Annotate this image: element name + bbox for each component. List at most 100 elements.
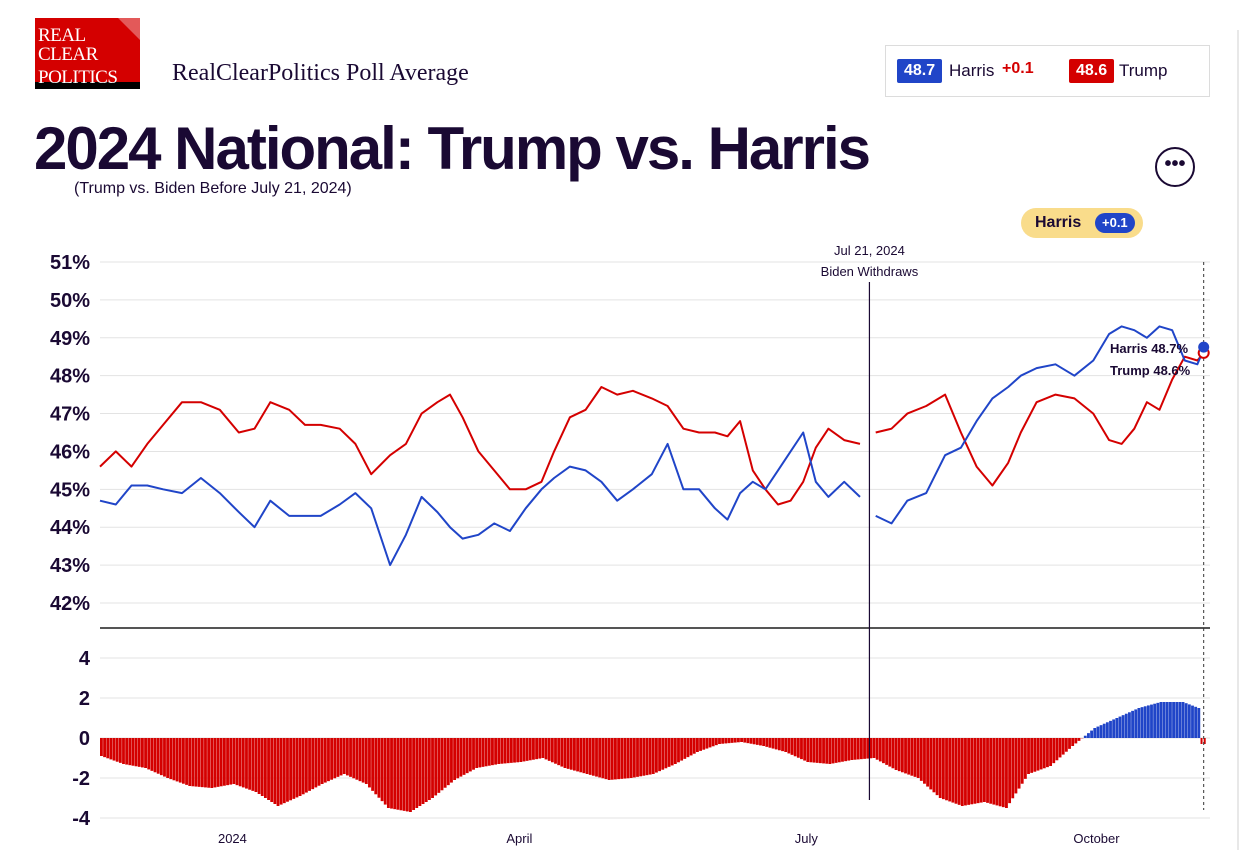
spread-bar — [292, 738, 296, 799]
spread-bar — [743, 738, 747, 743]
spread-bar — [882, 738, 885, 764]
spread-bar — [547, 738, 551, 761]
spread-bar — [623, 738, 627, 779]
spread-bar — [1115, 718, 1119, 738]
spread-bar — [964, 738, 967, 806]
spread-bar — [749, 738, 753, 744]
spread-bar — [686, 738, 690, 758]
spread-bar — [762, 738, 766, 746]
leader-name: Harris — [1035, 214, 1082, 231]
spread-bar — [279, 738, 283, 805]
spread-bar — [427, 738, 431, 800]
spread-bar — [853, 738, 857, 760]
harris-current-label: Harris 48.7% — [1110, 341, 1188, 356]
spread-bar — [941, 738, 945, 800]
spread-bar — [144, 738, 147, 768]
spread-bar — [1074, 738, 1078, 744]
spread-bar — [128, 738, 132, 766]
spread-bar — [150, 738, 154, 771]
more-options-button[interactable]: ••• — [1155, 147, 1195, 187]
spread-bar — [494, 738, 498, 765]
spread-bar — [724, 738, 728, 744]
spread-bar — [818, 738, 822, 764]
spread-bar — [863, 738, 866, 759]
spread-bar — [781, 738, 784, 752]
spread-bar — [314, 738, 318, 788]
spread-bar — [607, 738, 611, 780]
spread-bar — [191, 738, 195, 787]
spread-bar — [1008, 738, 1012, 804]
spread-bar — [550, 738, 554, 763]
spread-bar — [500, 738, 504, 764]
spread-bar — [1061, 738, 1065, 755]
x-tick-labels: 2024 April July October — [218, 831, 1120, 846]
spread-bar — [708, 738, 712, 748]
spread-bar — [655, 738, 658, 773]
spread-bar — [185, 738, 188, 785]
spread-bar — [1096, 726, 1100, 738]
spread-bar — [673, 738, 677, 764]
spread-bar — [352, 738, 356, 779]
spread-bar — [1099, 725, 1103, 738]
spread-bar — [226, 738, 229, 786]
spread-bar — [1121, 715, 1125, 738]
spread-bar — [951, 738, 955, 803]
spread-bar — [1150, 704, 1153, 738]
spread-bar — [213, 738, 217, 788]
spread-bar — [434, 738, 438, 796]
spread-bar — [361, 738, 365, 783]
spread-bar — [746, 738, 750, 744]
spread-bar — [1200, 738, 1203, 744]
spread-bar — [450, 738, 453, 783]
x-tick-label: 2024 — [218, 831, 247, 846]
title-note: (Trump vs. Biden Before July 21, 2024) — [74, 180, 352, 197]
spread-bar — [1014, 738, 1018, 794]
series-lines — [99, 325, 1205, 567]
spread-bar — [1162, 702, 1166, 738]
spread-bar — [1109, 720, 1112, 738]
spread-bar — [1146, 705, 1150, 738]
spread-bar — [541, 738, 545, 758]
spread-bar — [648, 738, 652, 775]
spread-bar — [163, 738, 166, 777]
spread-bar — [345, 738, 349, 776]
y-tick-label: 50% — [50, 290, 90, 312]
spread-bar — [311, 738, 315, 790]
spread-bar — [525, 738, 529, 761]
spread-bar — [106, 738, 110, 759]
spread-bar — [894, 738, 898, 770]
spread-bar — [926, 738, 930, 787]
spread-bar — [771, 738, 775, 749]
spread-bar — [122, 738, 125, 764]
x-tick-label: October — [1073, 831, 1120, 846]
y-tick-label: 49% — [50, 328, 90, 350]
spread-bar — [415, 738, 419, 808]
spread-bar — [270, 738, 274, 802]
spread-bar — [254, 738, 258, 792]
scroll-edge — [1237, 30, 1239, 850]
spread-bar — [809, 738, 813, 763]
spread-tick-label: 0 — [79, 728, 90, 750]
spread-bar — [859, 738, 863, 760]
spread-bar — [377, 738, 381, 798]
spread-bar — [1017, 738, 1021, 789]
spread-bar — [598, 738, 602, 778]
spread-bar — [866, 738, 870, 759]
spread-bar — [443, 738, 447, 788]
spread-bar — [440, 738, 444, 791]
spread-bar — [194, 738, 198, 787]
spread-bar — [730, 738, 734, 743]
spread-bar — [1030, 738, 1034, 773]
spread-bar — [516, 738, 520, 763]
spread-bar — [774, 738, 778, 750]
spread-bar — [465, 738, 469, 774]
event-name-label: Biden Withdraws — [821, 264, 919, 279]
spread-bar — [689, 738, 693, 756]
spread-bar — [431, 738, 434, 798]
page-title: 2024 National: Trump vs. Harris — [34, 115, 871, 182]
spread-bar — [1184, 703, 1188, 738]
spread-bar — [960, 738, 964, 806]
spread-bar — [1042, 738, 1046, 769]
spread-bar — [1055, 738, 1059, 761]
